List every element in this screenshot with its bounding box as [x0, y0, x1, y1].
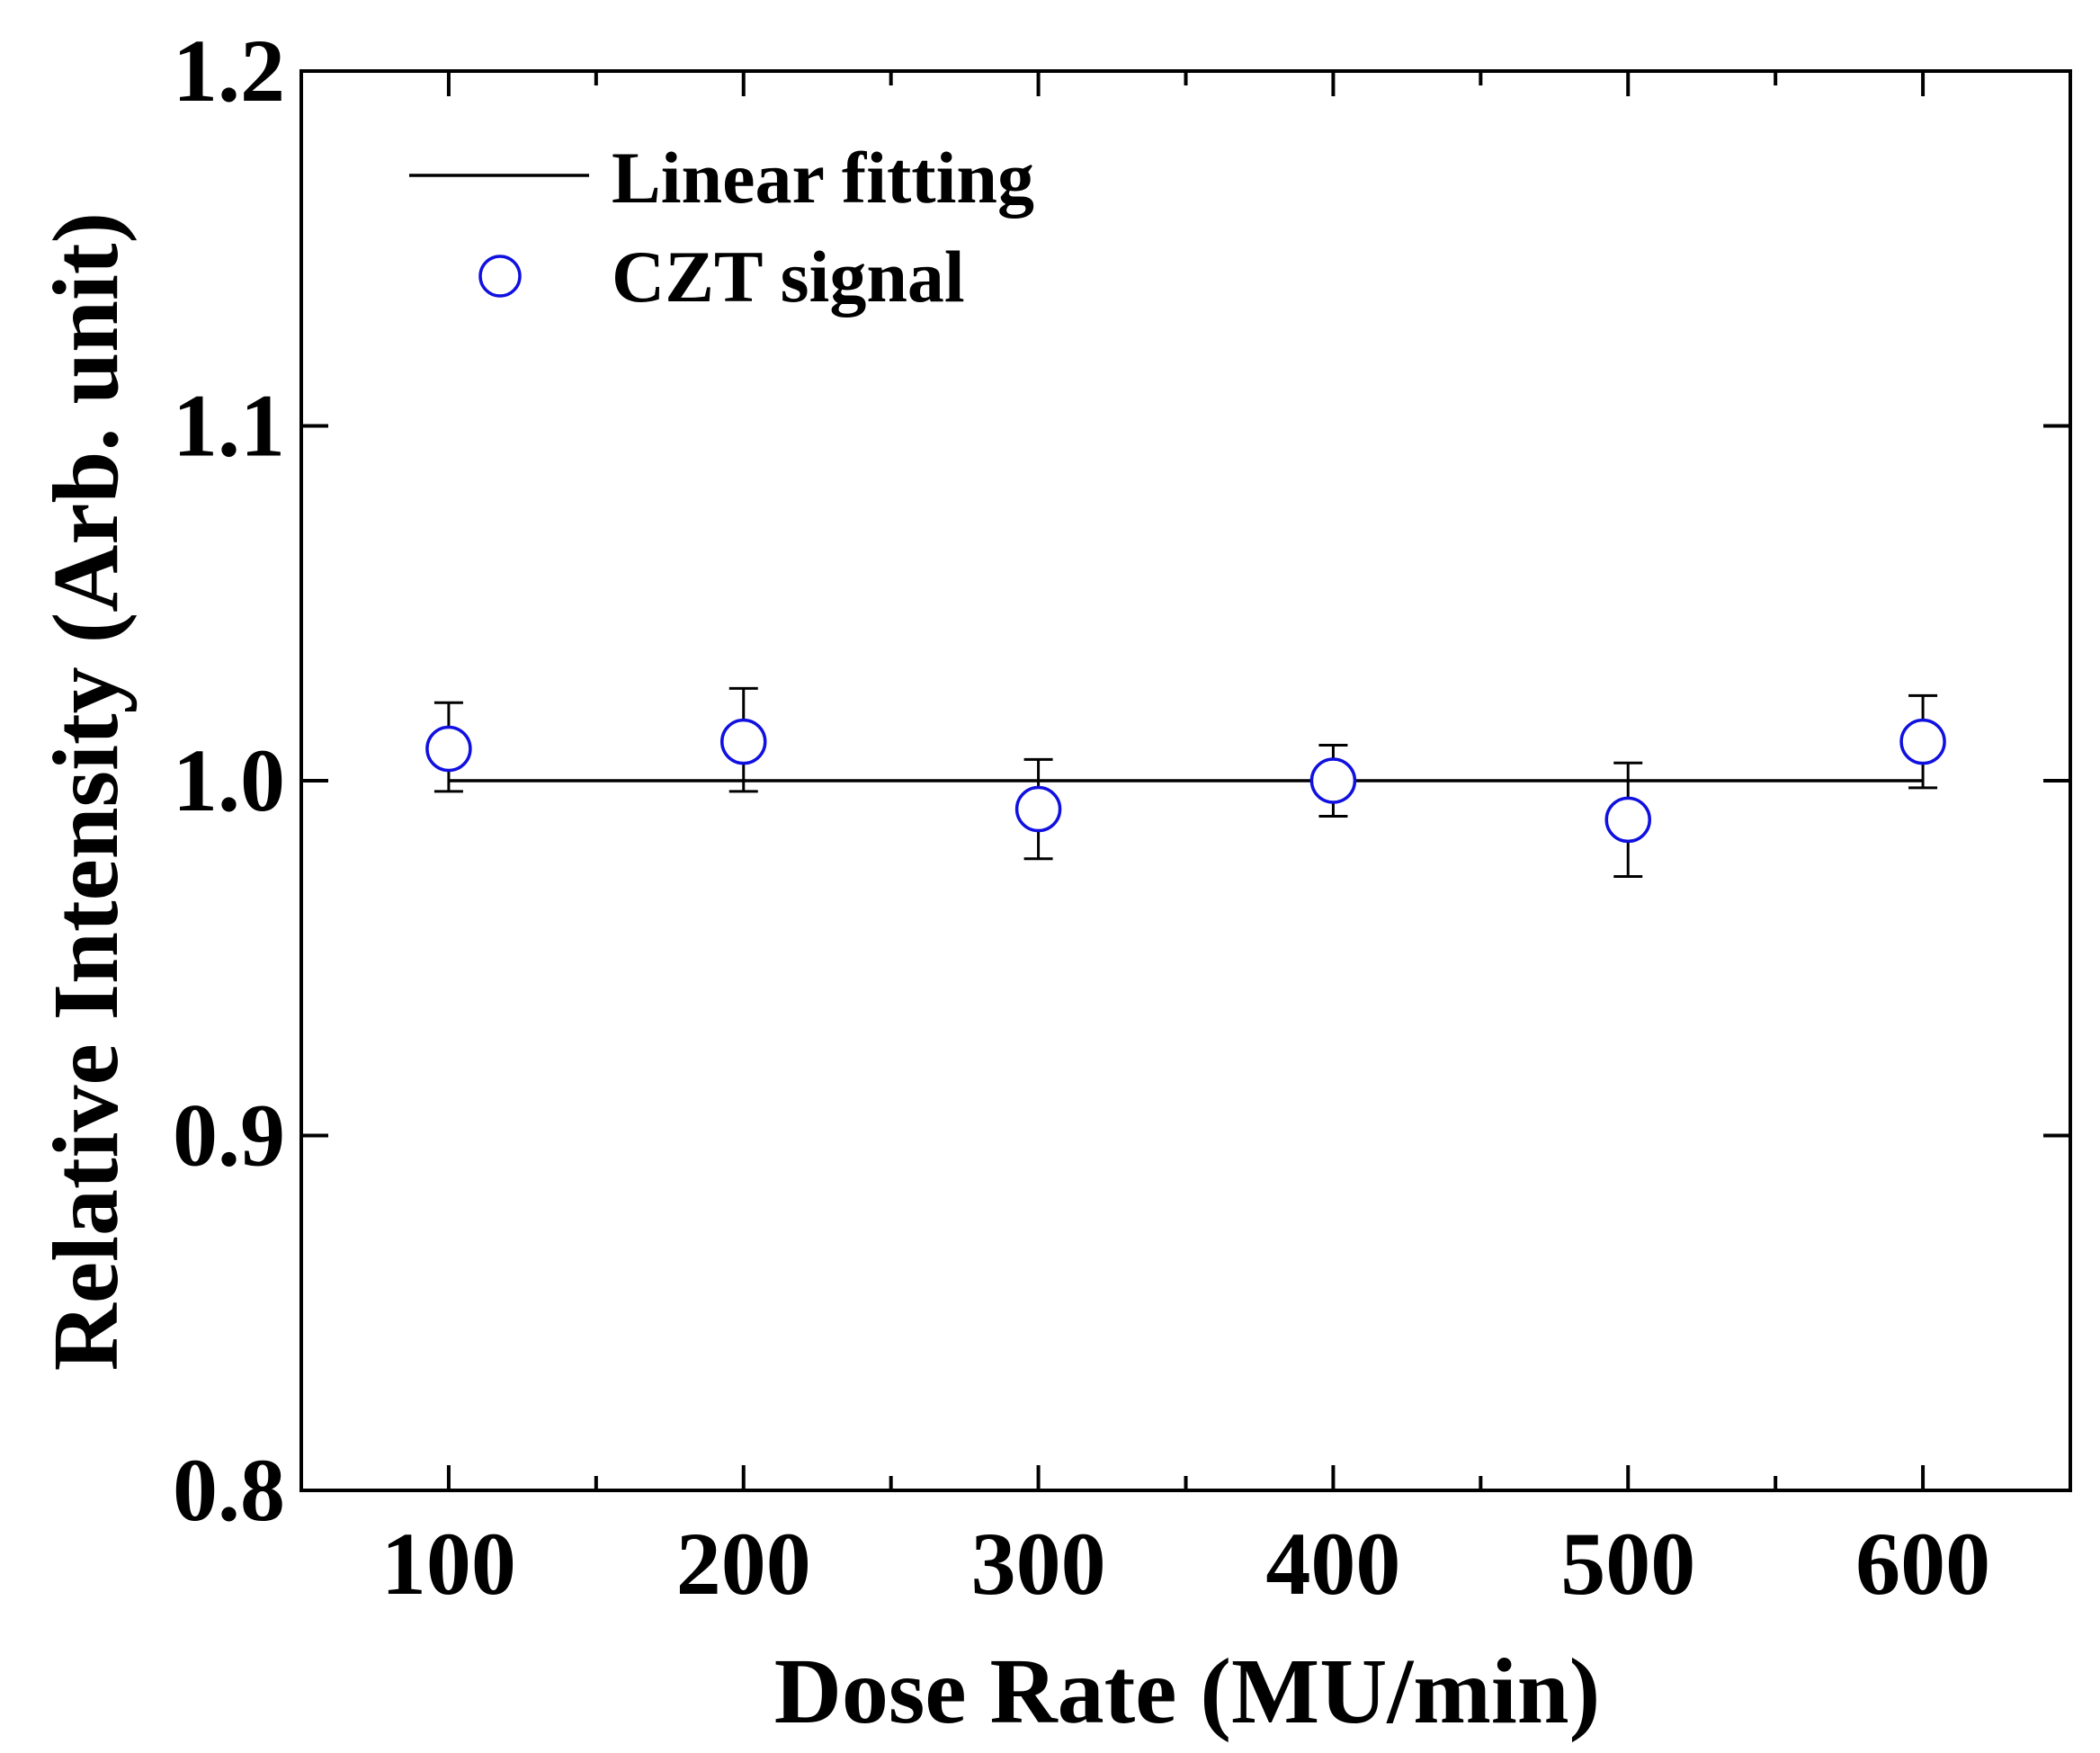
x-tick-label: 300 — [971, 1514, 1106, 1614]
y-tick-label: 1.0 — [173, 730, 285, 830]
x-tick-label: 500 — [1560, 1514, 1695, 1614]
data-point — [1014, 757, 1062, 861]
x-tick-label: 100 — [381, 1514, 516, 1614]
y-tick-label: 0.9 — [173, 1086, 285, 1185]
series-layer — [425, 686, 1946, 879]
legend-label-czt-signal: CZT signal — [612, 236, 965, 318]
x-tick-label: 400 — [1265, 1514, 1400, 1614]
czt-signal-marker — [1604, 796, 1651, 844]
y-tick-label: 1.1 — [173, 376, 285, 476]
legend-label-linear-fitting: Linear fitting — [612, 137, 1034, 219]
y-tick-label: 1.2 — [173, 21, 285, 121]
y-axis-title: Relative Intensity (Arb. unit) — [34, 212, 138, 1371]
data-point — [425, 701, 472, 793]
data-point — [1899, 693, 1946, 790]
x-tick-label: 200 — [676, 1514, 811, 1614]
czt-signal-marker — [1899, 718, 1946, 765]
data-point — [1604, 761, 1651, 879]
data-point — [1309, 744, 1357, 818]
czt-signal-marker — [1014, 785, 1062, 833]
x-tick-label: 600 — [1855, 1514, 1990, 1614]
tick-labels: 100 200 300 400 500 600 0.8 0.9 1.0 1.1 1.2 — [173, 21, 1990, 1614]
czt-signal-marker — [425, 725, 472, 773]
axis-ticks — [301, 69, 2070, 1492]
legend: Linear fitting CZT signal — [409, 137, 1034, 318]
czt-signal-marker — [1309, 757, 1357, 804]
czt-signal-marker — [720, 718, 767, 765]
x-axis-title: Dose Rate (MU/min) — [774, 1640, 1600, 1743]
y-tick-label: 0.8 — [173, 1440, 285, 1540]
data-point — [720, 686, 767, 793]
legend-marker-swatch — [478, 255, 522, 298]
